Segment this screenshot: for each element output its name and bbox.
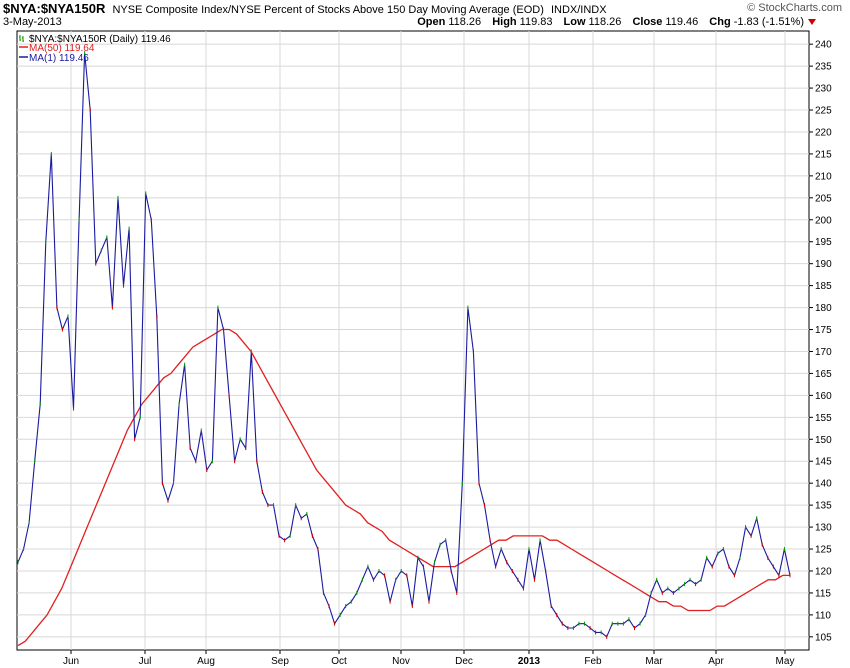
x-tick-label: Nov (392, 656, 410, 667)
x-tick-label: Jul (139, 656, 152, 667)
bar-glyph-icon (19, 35, 24, 42)
x-tick-label: Apr (708, 656, 724, 667)
y-tick-label: 180 (815, 303, 832, 314)
y-tick-label: 115 (815, 588, 831, 599)
chg-label: Chg (709, 16, 731, 28)
chart-description: NYSE Composite Index/NYSE Percent of Sto… (112, 4, 544, 16)
y-tick-label: 195 (815, 237, 832, 248)
close-value: 119.46 (665, 16, 699, 28)
y-tick-label: 220 (815, 127, 832, 138)
low-label: Low (563, 16, 586, 28)
y-tick-label: 200 (815, 215, 832, 226)
quote-date: 3-May-2013 (3, 16, 62, 28)
legend: $NYA:$NYA150R (Daily) 119.46 MA(50) 119.… (19, 34, 171, 64)
price-line (17, 52, 791, 638)
y-tick-label: 130 (815, 523, 832, 534)
y-tick-label: 120 (815, 566, 832, 577)
y-tick-label: 160 (815, 391, 832, 402)
y-tick-label: 240 (815, 40, 832, 51)
grid-lines (17, 31, 809, 650)
y-tick-label: 110 (815, 610, 831, 621)
down-arrow-icon (808, 19, 816, 26)
x-tick-label: Dec (455, 656, 473, 667)
y-tick-label: 150 (815, 435, 832, 446)
legend-ma1: MA(1) 119.46 (29, 53, 89, 64)
y-tick-label: 210 (815, 171, 832, 182)
x-tick-label: Mar (645, 656, 663, 667)
y-tick-label: 125 (815, 545, 832, 556)
y-tick-label: 235 (815, 62, 832, 73)
open-label: Open (417, 16, 446, 28)
y-tick-label: 155 (815, 413, 832, 424)
plot-area (16, 30, 810, 651)
x-tick-label: Sep (271, 656, 289, 667)
y-tick-label: 140 (815, 479, 832, 490)
close-label: Close (632, 16, 663, 28)
y-tick-label: 205 (815, 193, 832, 204)
chg-value: -1.83 (-1.51%) (733, 16, 804, 28)
x-tick-label: Jun (63, 656, 79, 667)
low-value: 118.26 (588, 16, 622, 28)
high-label: High (492, 16, 517, 28)
open-value: 118.26 (448, 16, 482, 28)
y-tick-label: 225 (815, 106, 832, 117)
chart-exchange: INDX/INDX (550, 4, 607, 16)
x-tick-label: Feb (584, 656, 602, 667)
ohlc-readout: Open 118.26 High 119.83 Low 118.26 Close 119… (409, 16, 816, 28)
y-tick-label: 135 (815, 501, 832, 512)
chart-symbol: $NYA:$NYA150R (3, 1, 106, 16)
y-tick-label: 105 (815, 632, 832, 643)
quote-row: 3-May-2013 Open 118.26 High 119.83 Low 118.… (0, 16, 850, 30)
y-tick-label: 215 (815, 149, 832, 160)
x-axis: Jun Jul Aug Sep Oct Nov Dec 2013 Feb Mar Apr May (63, 650, 795, 667)
y-tick-label: 230 (815, 84, 832, 95)
chart-title-row: $NYA:$NYA150R NYSE Composite Index/NYSE … (0, 1, 850, 17)
y-tick-label: 145 (815, 457, 832, 468)
legend-main: $NYA:$NYA150R (Daily) 119.46 (29, 34, 171, 45)
high-value: 119.83 (519, 16, 553, 28)
ma50-line (17, 328, 790, 647)
y-axis: 105 110 115 120 125 130 135 140 145 150 155 160 165 1… (809, 40, 832, 643)
x-tick-label: Oct (331, 656, 347, 667)
y-tick-label: 185 (815, 281, 832, 292)
x-tick-label: Aug (197, 656, 215, 667)
legend-ma50: MA(50) 119.64 (29, 43, 95, 54)
x-tick-label: 2013 (518, 656, 541, 667)
x-tick-label: May (776, 656, 795, 667)
series-layer (17, 50, 791, 647)
y-tick-label: 175 (815, 325, 832, 336)
y-tick-label: 190 (815, 259, 832, 270)
brand-watermark: © StockCharts.com (747, 2, 842, 14)
y-tick-label: 170 (815, 347, 832, 358)
y-tick-label: 165 (815, 369, 832, 380)
